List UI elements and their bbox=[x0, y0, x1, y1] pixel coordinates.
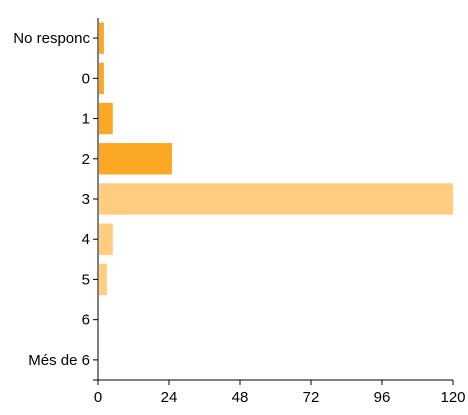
axes-layer bbox=[93, 18, 454, 385]
bar-6 bbox=[99, 263, 107, 296]
x-tick-label-2: 48 bbox=[232, 389, 249, 406]
bar-2 bbox=[99, 102, 113, 135]
y-tick-label-6: 5 bbox=[82, 271, 90, 288]
bar-0 bbox=[99, 22, 104, 54]
y-tick-label-5: 4 bbox=[82, 231, 90, 248]
y-tick-label-7: 6 bbox=[82, 312, 90, 329]
bar-5 bbox=[99, 223, 113, 255]
x-tick-label-0: 0 bbox=[94, 389, 102, 406]
x-tick-label-1: 24 bbox=[161, 389, 178, 406]
y-tick-label-1: 0 bbox=[82, 70, 90, 87]
x-tick-label-5: 120 bbox=[440, 389, 465, 406]
bar-1 bbox=[99, 62, 104, 95]
y-tick-label-8: Més de 6 bbox=[28, 352, 90, 369]
bar-3 bbox=[99, 143, 172, 175]
labels-layer: No responc 0 1 2 3 4 5 6 Més de 6 0 24 48 72 96 120 bbox=[13, 30, 465, 406]
bars-layer bbox=[99, 22, 453, 296]
x-tick-label-3: 72 bbox=[303, 389, 320, 406]
x-tick-label-4: 96 bbox=[374, 389, 391, 406]
y-tick-label-2: 1 bbox=[82, 111, 90, 128]
bar-4 bbox=[99, 183, 453, 215]
y-tick-label-4: 3 bbox=[82, 191, 90, 208]
y-tick-label-0: No responc bbox=[13, 30, 90, 47]
y-tick-label-3: 2 bbox=[82, 151, 90, 168]
